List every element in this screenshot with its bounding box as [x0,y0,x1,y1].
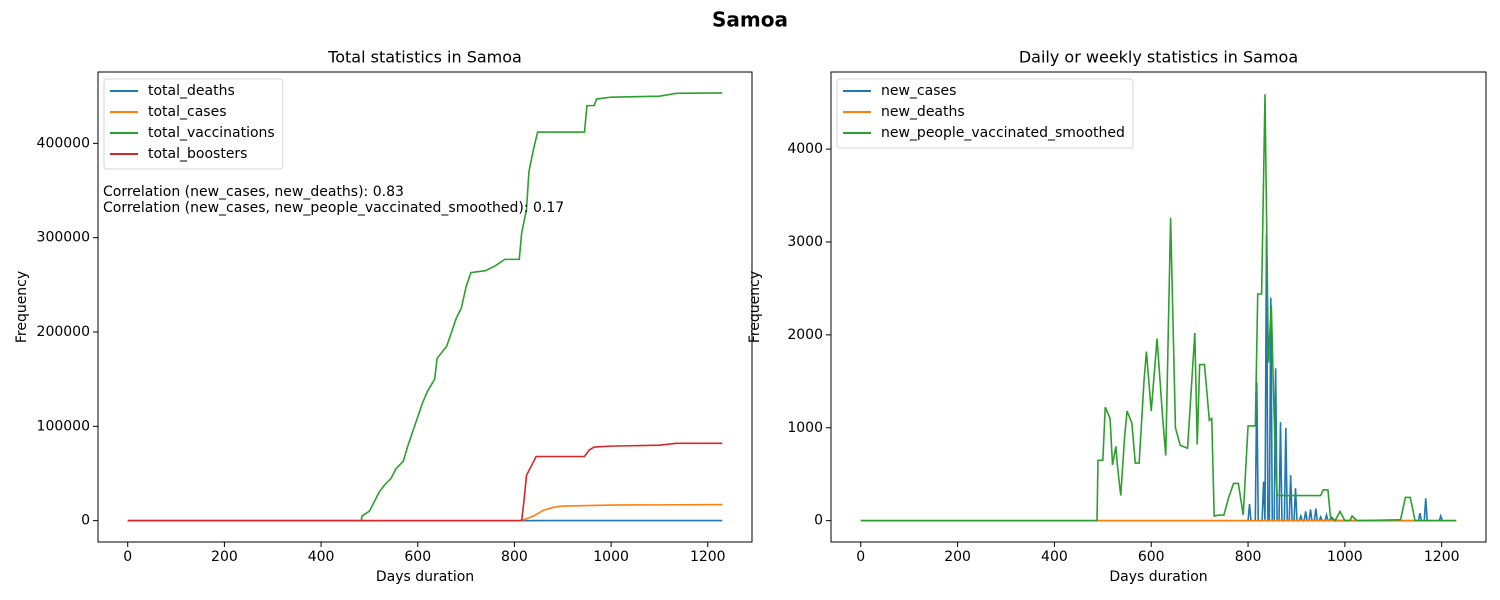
y-tick-label: 2000 [787,327,823,343]
legend-label: new_cases [881,83,956,99]
y-tick-label: 300000 [37,230,90,246]
x-axis-label: Days duration [376,569,474,585]
y-tick-label: 100000 [37,418,90,434]
legend: total_deaths total_cases total_vaccination… [103,78,284,170]
x-tick-label: 800 [501,549,528,565]
y-tick-label: 200000 [37,324,90,340]
y-tick-label: 400000 [37,135,90,151]
x-tick-label: 1200 [690,549,726,565]
legend-label: total_vaccinations [148,125,275,141]
legend: new_cases new_deaths new_people_vaccinated… [836,78,1134,149]
data-line [127,92,723,522]
y-axis-label: Frequency [747,271,763,343]
y-tick-label: 0 [81,513,90,529]
y-tick-label: 0 [814,513,823,529]
x-tick-label: 0 [123,549,132,565]
y-tick-label: 1000 [787,420,823,436]
chart-title: Daily or weekly statistics in Samoa [1019,48,1298,67]
x-tick-label: 800 [1235,549,1262,565]
legend-label: total_boosters [148,146,247,162]
x-tick-label: 1200 [1424,549,1460,565]
legend-label: total_deaths [148,83,235,99]
legend-label: new_deaths [881,104,965,120]
x-tick-label: 600 [1138,549,1165,565]
legend-frame [103,78,284,170]
data-line [127,442,723,522]
x-tick-label: 200 [944,549,971,565]
chart-title: Total statistics in Samoa [327,48,522,67]
x-tick-label: 200 [211,549,238,565]
x-tick-label: 1000 [1327,549,1363,565]
plot-frame [97,71,753,543]
x-tick-label: 400 [1041,549,1068,565]
x-tick-label: 0 [856,549,865,565]
annotation: Correlation (new_cases, new_deaths): 0.8… [103,184,404,200]
annotation: Correlation (new_cases, new_people_vacci… [103,200,564,216]
plot-frame [830,71,1487,543]
y-axis-label: Frequency [14,271,30,343]
legend-label: new_people_vaccinated_smoothed [881,125,1125,141]
x-tick-label: 600 [404,549,431,565]
x-tick-label: 400 [308,549,335,565]
y-tick-label: 3000 [787,234,823,250]
figure-title: Samoa [712,8,788,32]
legend-frame [836,78,1134,149]
data-line [860,94,1457,522]
x-axis-label: Days duration [1109,569,1207,585]
legend-label: total_cases [148,104,227,120]
y-tick-label: 4000 [787,141,823,157]
x-tick-label: 1000 [593,549,629,565]
